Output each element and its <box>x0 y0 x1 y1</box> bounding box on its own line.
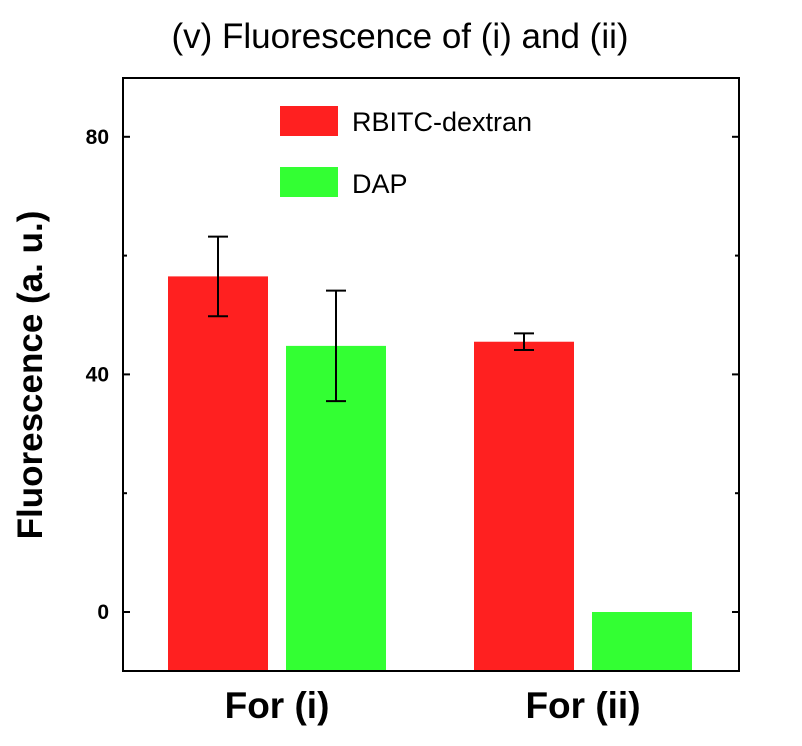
legend-swatch-rbitc-dextran <box>280 106 338 136</box>
bar-rbitc-dextran-for-ii <box>474 341 574 671</box>
x-tick-label-for-i: For (i) <box>225 685 330 726</box>
y-tick-label-80: 80 <box>86 126 109 149</box>
bar-dap-for-ii <box>592 612 692 671</box>
x-axis-ticks: For (i) For (ii) <box>225 685 641 726</box>
chart-title: (v) Fluorescence of (i) and (ii) <box>171 17 628 56</box>
y-axis-title: Fluorescence (a. u.) <box>11 211 50 540</box>
bars-layer <box>168 276 692 671</box>
legend: RBITC-dextran DAP <box>280 106 532 199</box>
x-tick-label-for-ii: For (ii) <box>525 685 640 726</box>
legend-label-rbitc-dextran: RBITC-dextran <box>352 107 532 137</box>
y-tick-label-40: 40 <box>86 363 109 386</box>
legend-label-dap: DAP <box>352 169 408 199</box>
bar-rbitc-dextran-for-i <box>168 276 268 671</box>
y-tick-label-0: 0 <box>97 601 109 624</box>
legend-swatch-dap <box>280 167 338 197</box>
y-axis-ticks: 0 40 80 <box>86 126 739 624</box>
error-bars-layer <box>208 235 534 403</box>
